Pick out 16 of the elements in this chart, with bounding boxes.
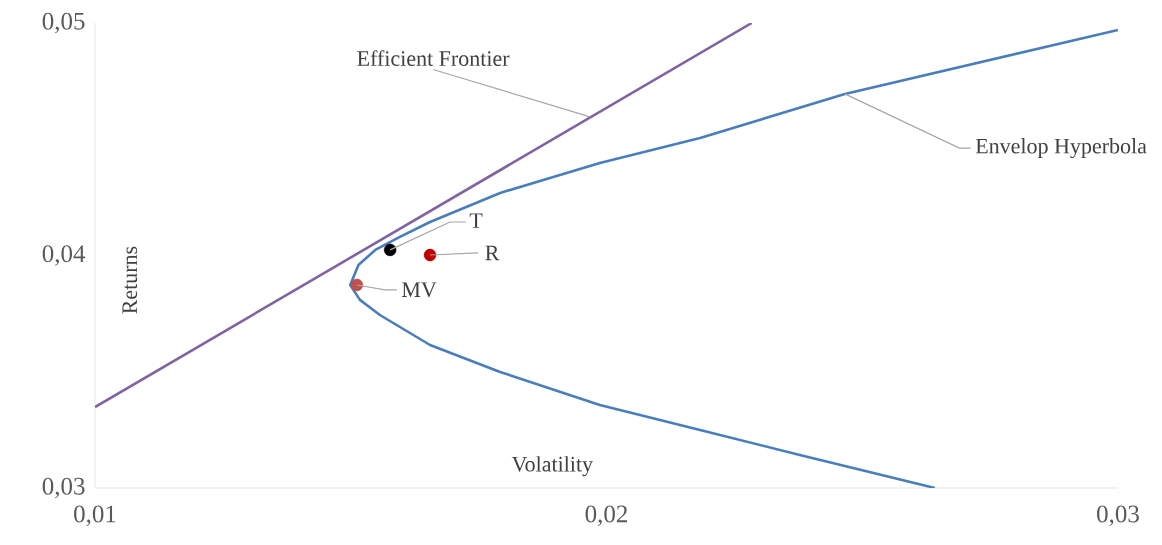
x-tick-label: 0,01	[74, 505, 116, 526]
point	[350, 278, 364, 292]
text: T	[469, 213, 483, 228]
y-tick-label: 0,05	[42, 12, 85, 34]
y-tick-label: 0,03	[42, 477, 85, 499]
x-axis-title: Volatility	[511, 456, 593, 477]
series-label: MV	[401, 282, 437, 298]
x-tick-label: 0,02	[585, 505, 627, 526]
x-tick-label: 0,03	[1097, 505, 1139, 526]
text: R	[485, 245, 500, 261]
y-tick-label: 0,04	[42, 245, 86, 266]
annotation: Envelop Hyperbola	[975, 138, 1147, 159]
point	[383, 243, 397, 257]
point	[423, 248, 437, 262]
annotation: Efficient Frontier	[357, 50, 510, 66]
y-axis-title: Returns	[122, 246, 138, 314]
